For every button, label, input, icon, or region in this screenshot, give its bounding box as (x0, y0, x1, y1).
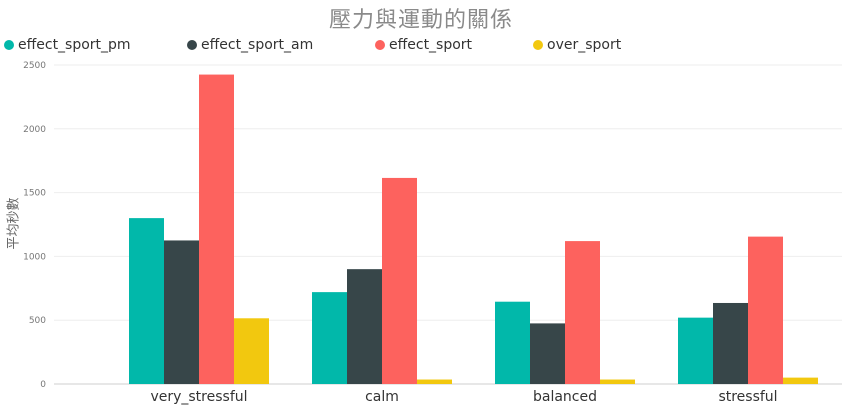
y-tick-label: 0 (40, 380, 46, 390)
bar-effect-sport-am-calm[interactable] (347, 269, 382, 384)
legend-item-effect-sport[interactable]: effect_sport (375, 37, 472, 53)
legend-label: over_sport (547, 37, 622, 53)
bar-effect-sport-am-balanced[interactable] (530, 323, 565, 384)
y-tick-label: 2500 (23, 61, 46, 71)
bar-effect-sport-pm-very-stressful[interactable] (129, 218, 164, 384)
bar-effect-sport-am-very-stressful[interactable] (164, 240, 199, 384)
y-tick-label: 500 (29, 316, 46, 326)
bar-effect-sport-very-stressful[interactable] (199, 74, 234, 384)
bar-effect-sport-pm-stressful[interactable] (678, 317, 713, 384)
legend-swatch (375, 40, 385, 50)
x-tick-label: calm (365, 389, 399, 405)
bar-over-sport-stressful[interactable] (783, 377, 818, 384)
legend: effect_sport_pm effect_sport_am effect_s… (0, 37, 842, 57)
legend-swatch (533, 40, 543, 50)
bar-over-sport-very-stressful[interactable] (234, 318, 269, 384)
bar-effect-sport-balanced[interactable] (565, 241, 600, 384)
y-tick-label: 1000 (23, 252, 46, 262)
legend-label: effect_sport (389, 37, 473, 53)
legend-swatch (187, 40, 197, 50)
x-tick-label: stressful (718, 389, 777, 405)
chart-title: 壓力與運動的關係 (328, 8, 513, 33)
legend-label: effect_sport_pm (18, 37, 131, 53)
bar-over-sport-balanced[interactable] (600, 379, 635, 384)
legend-item-over-sport[interactable]: over_sport (533, 37, 621, 53)
x-tick-label: balanced (533, 389, 597, 405)
bar-effect-sport-calm[interactable] (382, 177, 417, 384)
bar-effect-sport-am-stressful[interactable] (713, 302, 748, 384)
legend-swatch (4, 40, 14, 50)
bar-over-sport-calm[interactable] (417, 379, 452, 384)
legend-item-effect-sport-am[interactable]: effect_sport_am (187, 37, 313, 53)
bar-effect-sport-stressful[interactable] (748, 236, 783, 384)
legend-item-effect-sport-pm[interactable]: effect_sport_pm (4, 37, 131, 53)
x-tick-label: very_stressful (150, 389, 247, 405)
bar-effect-sport-pm-balanced[interactable] (495, 301, 530, 384)
bar-effect-sport-pm-calm[interactable] (312, 292, 347, 384)
legend-label: effect_sport_am (201, 37, 314, 53)
y-tick-label: 2000 (23, 125, 46, 135)
y-tick-label: 1500 (23, 189, 46, 199)
